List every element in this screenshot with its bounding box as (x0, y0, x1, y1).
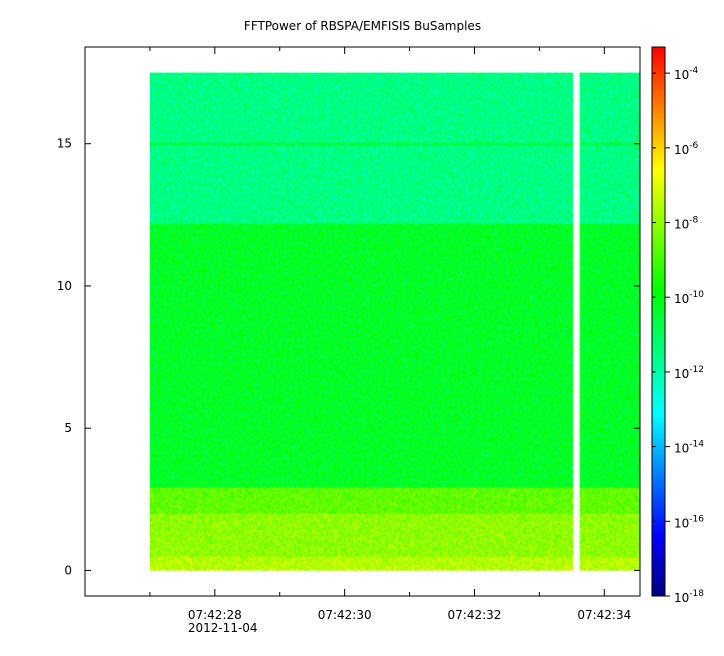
x-tick-label: 07:42:32 (448, 608, 502, 622)
plot-frame (84, 46, 641, 597)
y-tick-label: 15 (57, 137, 72, 151)
colorbar-tick-label: 10-16 (674, 514, 704, 530)
y-tick-label: 10 (57, 279, 72, 293)
colorbar-tick-label: 10-8 (674, 216, 699, 232)
colorbar-tick-label: 10-4 (674, 66, 699, 82)
colorbar-tick-label: 10-14 (674, 440, 704, 456)
colorbar-tick-label: 10-12 (674, 365, 704, 381)
colorbar: 10-4 10-6 10-8 10-10 10-12 10-14 10-16 10-18 (651, 46, 704, 605)
x-date-label: 2012-11-04 (188, 621, 258, 635)
spectrogram-image (149, 72, 640, 571)
x-tick-label: 07:42:34 (577, 608, 631, 622)
colorbar-tick-label: 10-18 (674, 589, 704, 605)
x-tick-label: 07:42:30 (318, 608, 372, 622)
y-tick-label: 0 (64, 563, 72, 577)
colorbar-tick-label: 10-6 (674, 141, 699, 157)
colorbar-tick-label: 10-10 (674, 290, 704, 306)
chart-title: FFTPower of RBSPA/EMFISIS BuSamples (244, 19, 481, 33)
plot-area: 0 5 10 15 07:42:28 07:42:30 07:42:32 07:42:34 (57, 46, 641, 622)
x-tick-label: 07:42:28 (188, 608, 242, 622)
colorbar-scale (651, 46, 666, 597)
y-tick-label: 5 (64, 421, 72, 435)
